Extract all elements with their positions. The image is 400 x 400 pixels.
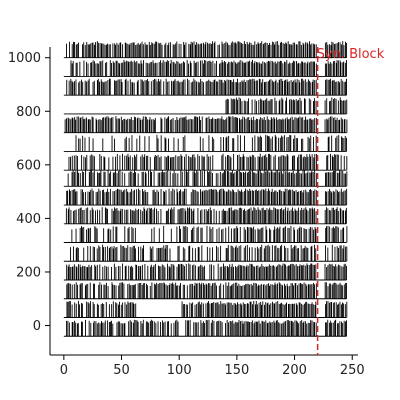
- trace-6: [63, 153, 348, 171]
- x-tick-label-0: 0: [60, 363, 68, 378]
- trace-0: [63, 41, 348, 59]
- x-tick-label-200: 200: [282, 363, 307, 378]
- trace-10: [63, 225, 348, 243]
- annotation-group: Syn. Block: [317, 47, 385, 355]
- trace-13: [63, 282, 347, 300]
- x-tick-label-100: 100: [167, 363, 192, 378]
- y-tick-label-800: 800: [16, 105, 41, 120]
- axes-group: 0 50 100 150 200 250 0 200 400 600 800 1000: [8, 47, 365, 378]
- x-tick-label-250: 250: [340, 363, 365, 378]
- trace-3: [63, 97, 348, 115]
- trace-15: [63, 319, 347, 337]
- trace-7: [63, 169, 348, 187]
- trace-9: [63, 207, 347, 225]
- y-tick-label-1000: 1000: [8, 51, 41, 66]
- trace-11: [63, 244, 348, 262]
- trace-12: [63, 263, 347, 281]
- x-tick-label-150: 150: [224, 363, 249, 378]
- trace-4: [63, 116, 348, 134]
- trace-8: [63, 188, 348, 206]
- trace-group: [63, 41, 348, 337]
- y-tick-label-600: 600: [16, 158, 41, 173]
- trace-1: [63, 59, 347, 77]
- x-tick-label-50: 50: [113, 363, 130, 378]
- trace-2: [63, 78, 347, 96]
- trace-5: [63, 134, 347, 152]
- y-tick-label-200: 200: [16, 265, 41, 280]
- syn-block-label: Syn. Block: [317, 47, 385, 62]
- trace-14: [63, 300, 348, 318]
- y-tick-label-0: 0: [33, 319, 41, 334]
- y-tick-label-400: 400: [16, 212, 41, 227]
